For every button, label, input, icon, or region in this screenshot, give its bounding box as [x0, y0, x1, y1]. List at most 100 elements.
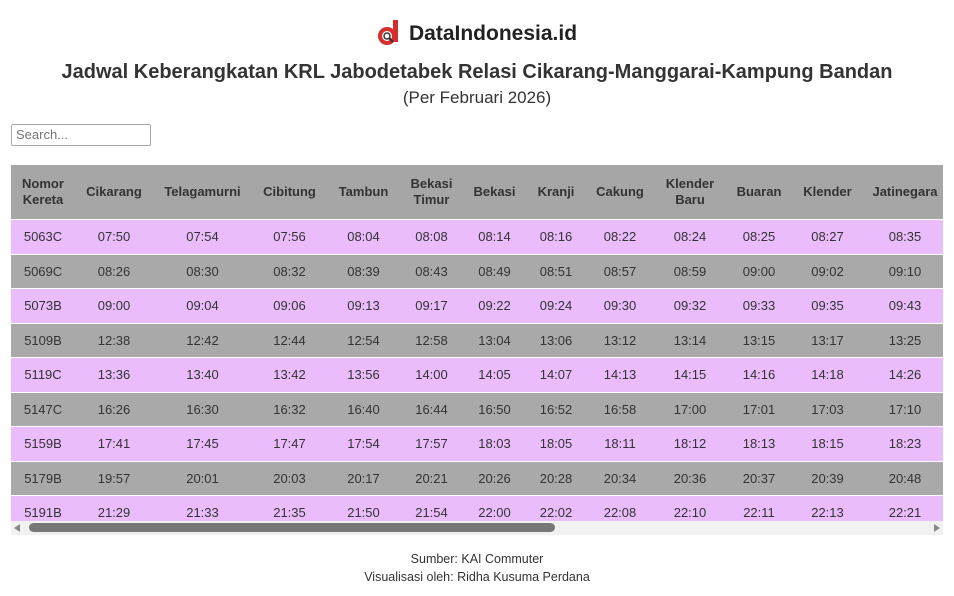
table-cell: 14:07	[526, 357, 586, 392]
table-cell: 17:41	[75, 426, 153, 461]
table-cell: 08:22	[586, 219, 654, 254]
search-input[interactable]: Search...	[11, 124, 151, 146]
table-cell: 09:02	[792, 253, 863, 289]
table-cell: 09:24	[526, 288, 586, 323]
table-cell: 5179B	[11, 460, 75, 496]
column-header: Cibitung	[252, 165, 327, 220]
table-cell: 16:44	[400, 391, 463, 427]
table-cell: 13:25	[863, 322, 943, 358]
brand-name: DataIndonesia.id	[408, 22, 578, 45]
table-cell: 14:13	[586, 357, 654, 392]
table-cell: 18:13	[726, 426, 792, 461]
table-cell: 13:12	[586, 322, 654, 358]
table-cell: 21:29	[75, 495, 153, 521]
subtitle: (Per Februari 2026)	[402, 88, 552, 107]
table-cell: 5109B	[11, 322, 75, 358]
table-cell: 14:05	[463, 357, 526, 392]
column-header: Cikarang	[75, 165, 153, 220]
table-cell: 09:33	[726, 288, 792, 323]
table-cell: 12:54	[327, 322, 400, 358]
table-cell: 22:08	[586, 495, 654, 521]
table-cell: 20:36	[654, 460, 726, 496]
table-cell: 07:50	[75, 219, 153, 254]
table-cell: 09:06	[252, 288, 327, 323]
table-cell: 08:30	[153, 253, 252, 289]
table-cell: 21:33	[153, 495, 252, 521]
table-cell: 13:42	[252, 357, 327, 392]
table-cell: 08:59	[654, 253, 726, 289]
table-cell: 16:50	[463, 391, 526, 427]
table-row: 5069C 08:26 08:30 08:32 08:39 08:43 08:49 08:51…	[11, 253, 943, 289]
table-cell: 17:57	[400, 426, 463, 461]
table-cell: 08:25	[726, 219, 792, 254]
table-cell: 08:08	[400, 219, 463, 254]
table-cell: 21:35	[252, 495, 327, 521]
table-cell: 13:14	[654, 322, 726, 358]
table-cell: 17:10	[863, 391, 943, 427]
logo	[377, 20, 398, 45]
table-cell: 09:17	[400, 288, 463, 323]
table-cell: 20:34	[586, 460, 654, 496]
table-cell: 20:26	[463, 460, 526, 496]
table-cell: 14:15	[654, 357, 726, 392]
table-cell: 12:58	[400, 322, 463, 358]
table-cell: 16:58	[586, 391, 654, 427]
column-header: Telagamurni	[153, 165, 252, 220]
table-cell: 20:39	[792, 460, 863, 496]
table-cell: 08:57	[586, 253, 654, 289]
column-header: Cakung	[586, 165, 654, 220]
table-cell: 22:11	[726, 495, 792, 521]
table-cell: 13:06	[526, 322, 586, 358]
credit: Visualisasi oleh: Ridha Kusuma Perdana	[364, 570, 590, 584]
table-cell: 13:56	[327, 357, 400, 392]
table-cell: 14:18	[792, 357, 863, 392]
table-cell: 22:13	[792, 495, 863, 521]
table-cell: 12:44	[252, 322, 327, 358]
column-header: Bekasi Timur	[400, 165, 463, 220]
table-cell: 09:13	[327, 288, 400, 323]
scrollbar[interactable]	[11, 521, 943, 535]
brand: DataIndonesia.id	[0, 20, 954, 48]
table-row: 5179B 19:57 20:01 20:03 20:17 20:21 20:26 20:28…	[11, 460, 943, 496]
table-cell: 22:10	[654, 495, 726, 521]
table-cell: 5191B	[11, 495, 75, 521]
table-cell: 16:52	[526, 391, 586, 427]
table-cell: 09:10	[863, 253, 943, 289]
table-row: 5191B 21:29 21:33 21:35 21:50 21:54 22:00 22:02…	[11, 495, 943, 521]
table-cell: 18:11	[586, 426, 654, 461]
table-row: 5063C 07:50 07:54 07:56 08:04 08:08 08:14 08:16…	[11, 219, 943, 254]
table-cell: 18:03	[463, 426, 526, 461]
table-cell: 20:37	[726, 460, 792, 496]
table-cell: 09:00	[726, 253, 792, 289]
table-row: 5147C 16:26 16:30 16:32 16:40 16:44 16:50 16:52…	[11, 391, 943, 427]
table-cell: 19:57	[75, 460, 153, 496]
column-header: Klender	[792, 165, 863, 220]
table-cell: 17:03	[792, 391, 863, 427]
table-cell: 09:43	[863, 288, 943, 323]
table-cell: 09:30	[586, 288, 654, 323]
column-header: Jatinegara	[863, 165, 943, 220]
table-cell: 21:50	[327, 495, 400, 521]
table-cell: 08:43	[400, 253, 463, 289]
title: Jadwal Keberangkatan KRL Jabodetabek Rel…	[61, 61, 893, 83]
table-cell: 20:01	[153, 460, 252, 496]
source: Sumber: KAI Commuter	[410, 552, 544, 566]
table-row: 5159B 17:41 17:45 17:47 17:54 17:57 18:03 18:05…	[11, 426, 943, 461]
table-cell: 14:16	[726, 357, 792, 392]
table-cell: 08:39	[327, 253, 400, 289]
table-cell: 22:00	[463, 495, 526, 521]
table-cell: 07:56	[252, 219, 327, 254]
table-cell: 12:38	[75, 322, 153, 358]
column-header: Nomor Kereta	[11, 165, 75, 220]
table-cell: 20:21	[400, 460, 463, 496]
table-cell: 14:26	[863, 357, 943, 392]
table-container: Nomor Kereta Cikarang Telagamurni Cibitung T…	[11, 165, 943, 521]
table-cell: 17:45	[153, 426, 252, 461]
table-cell: 21:54	[400, 495, 463, 521]
table-cell: 22:21	[863, 495, 943, 521]
column-header: Kranji	[526, 165, 586, 220]
table-row: 5109B 12:38 12:42 12:44 12:54 12:58 13:04 13:06…	[11, 322, 943, 358]
column-header: Bekasi	[463, 165, 526, 220]
table-cell: 16:40	[327, 391, 400, 427]
table-row: 5119C 13:36 13:40 13:42 13:56 14:00 14:05 14:07…	[11, 357, 943, 392]
